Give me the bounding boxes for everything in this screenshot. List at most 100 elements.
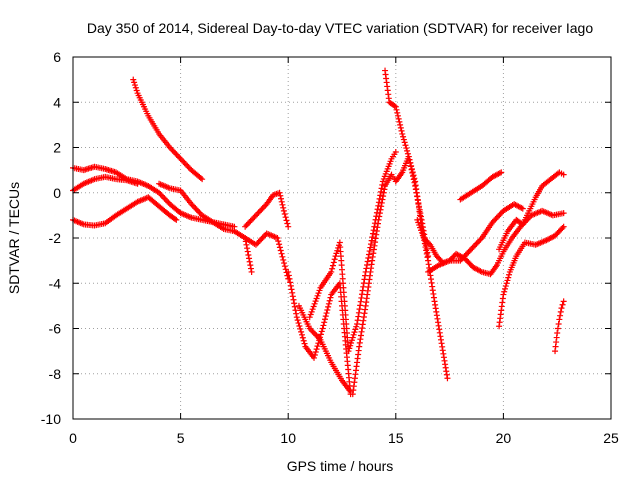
data-point <box>404 147 411 154</box>
data-point <box>312 298 319 305</box>
data-point <box>367 241 374 248</box>
data-point <box>293 310 300 317</box>
data-point <box>376 195 383 202</box>
data-point <box>500 291 507 298</box>
data-point <box>377 188 384 195</box>
data-point <box>314 343 321 350</box>
data-point <box>300 337 307 344</box>
data-point <box>297 325 304 332</box>
data-point <box>280 207 287 214</box>
data-point <box>329 265 336 272</box>
data-point <box>311 354 318 361</box>
data-point <box>287 282 294 289</box>
data-point <box>560 210 567 217</box>
data-point <box>410 172 417 179</box>
data-point <box>290 296 297 303</box>
data-point <box>377 206 384 213</box>
data-point <box>558 305 565 312</box>
data-point <box>245 251 252 258</box>
data-point <box>444 375 451 382</box>
data-point <box>322 313 329 320</box>
data-point <box>369 234 376 241</box>
data-point <box>400 136 407 143</box>
data-point <box>519 205 526 212</box>
series-arc-4 <box>130 76 206 183</box>
data-marks <box>70 67 567 398</box>
data-point <box>316 287 323 294</box>
data-point <box>330 259 337 266</box>
data-point <box>349 334 356 341</box>
data-point <box>560 298 567 305</box>
data-point <box>311 351 318 358</box>
data-point <box>357 302 364 309</box>
series-arc-14 <box>425 201 526 275</box>
data-point <box>173 216 180 223</box>
data-point <box>557 308 564 315</box>
data-point <box>357 298 364 305</box>
data-point <box>378 185 385 192</box>
data-point <box>310 303 317 310</box>
data-point <box>555 320 562 327</box>
series-arc-5 <box>156 180 255 275</box>
data-point <box>392 103 399 110</box>
data-point <box>298 328 305 335</box>
data-point <box>422 244 429 251</box>
data-point <box>324 306 331 313</box>
data-point <box>424 254 431 261</box>
data-point <box>244 245 251 252</box>
data-point <box>276 244 283 251</box>
data-point <box>287 279 294 286</box>
data-point <box>323 310 330 317</box>
data-point <box>501 288 508 295</box>
data-point <box>358 294 365 301</box>
data-point <box>281 263 288 270</box>
data-point <box>348 337 355 344</box>
data-point <box>401 139 408 146</box>
data-point <box>276 241 283 248</box>
data-point <box>274 235 281 241</box>
data-point <box>285 223 292 230</box>
data-point <box>132 84 139 91</box>
data-point <box>354 320 361 327</box>
data-point <box>284 220 291 227</box>
data-point <box>397 121 404 128</box>
y-tick-label: 6 <box>53 49 61 65</box>
data-point <box>280 256 287 263</box>
data-point <box>394 112 401 119</box>
data-point <box>358 291 365 298</box>
data-point <box>247 262 254 269</box>
data-point <box>371 223 378 230</box>
data-point <box>282 214 289 221</box>
data-point <box>325 300 332 307</box>
data-point <box>131 82 138 89</box>
data-point <box>294 317 301 324</box>
data-point <box>375 199 382 206</box>
data-point <box>398 127 405 134</box>
data-point <box>395 115 402 122</box>
data-point <box>311 300 318 307</box>
data-point <box>378 203 385 210</box>
data-point <box>370 227 377 234</box>
series-arc-9 <box>295 302 354 395</box>
data-point <box>315 340 322 347</box>
data-point <box>380 189 387 196</box>
data-point <box>281 260 288 267</box>
data-point <box>411 175 418 182</box>
data-point <box>332 253 339 260</box>
data-point <box>376 210 383 217</box>
data-point <box>197 175 204 182</box>
data-point <box>502 283 509 290</box>
data-point <box>379 181 386 188</box>
series-arc-17 <box>496 169 567 253</box>
data-point <box>498 169 505 176</box>
data-point <box>326 297 333 304</box>
series-arc-18 <box>552 298 567 355</box>
data-point <box>423 250 430 257</box>
data-point <box>285 272 292 279</box>
data-point <box>333 250 340 257</box>
data-point <box>506 271 513 278</box>
data-point <box>353 323 360 330</box>
y-tick-label: -10 <box>41 411 61 427</box>
data-point <box>279 253 286 260</box>
